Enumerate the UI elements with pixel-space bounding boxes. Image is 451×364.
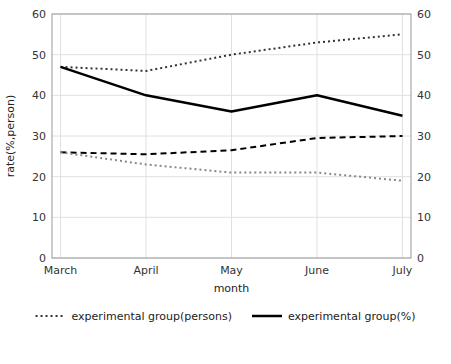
- legend-swatch: [36, 315, 66, 317]
- x-tick-label: June: [304, 264, 329, 277]
- plot-frame: [52, 14, 411, 258]
- legend-label: experimental group(persons): [72, 310, 232, 323]
- y2-tick-label: 20: [417, 171, 431, 184]
- x-tick-label: March: [44, 264, 78, 277]
- series-line: [61, 34, 403, 71]
- y-tick-label: 50: [32, 49, 46, 62]
- chart: 01020304050600102030405060MarchAprilMayJ…: [0, 0, 451, 364]
- legend-swatch: [252, 315, 282, 318]
- grid-line-x: [316, 14, 317, 258]
- y-tick-label: 40: [32, 89, 46, 102]
- grid-line-x: [60, 14, 61, 258]
- plot-area: [61, 34, 403, 180]
- x-tick-label: April: [133, 264, 158, 277]
- legend: experimental group(persons) experimental …: [36, 310, 416, 323]
- grid-line-x: [146, 14, 147, 258]
- y2-tick-label: 60: [417, 8, 431, 21]
- legend-item: experimental group(%): [252, 310, 415, 323]
- series-line: [61, 152, 403, 180]
- legend-item: experimental group(persons): [36, 310, 232, 323]
- x-tick-label: July: [392, 264, 413, 277]
- y-tick-label: 20: [32, 171, 46, 184]
- series-line: [61, 136, 403, 154]
- y-tick-label: 60: [32, 8, 46, 21]
- y2-tick-label: 0: [417, 252, 424, 265]
- y2-tick-label: 40: [417, 89, 431, 102]
- x-tick-label: May: [220, 264, 243, 277]
- legend-label: experimental group(%): [288, 310, 415, 323]
- x-axis-label: month: [214, 282, 250, 295]
- series-line: [61, 67, 403, 116]
- y2-tick-label: 10: [417, 211, 431, 224]
- y-tick-label: 10: [32, 211, 46, 224]
- y2-tick-label: 50: [417, 49, 431, 62]
- y-tick-label: 30: [32, 130, 46, 143]
- y-axis-label: rate(%,person): [4, 95, 17, 178]
- grid-line-x: [231, 14, 232, 258]
- y2-tick-label: 30: [417, 130, 431, 143]
